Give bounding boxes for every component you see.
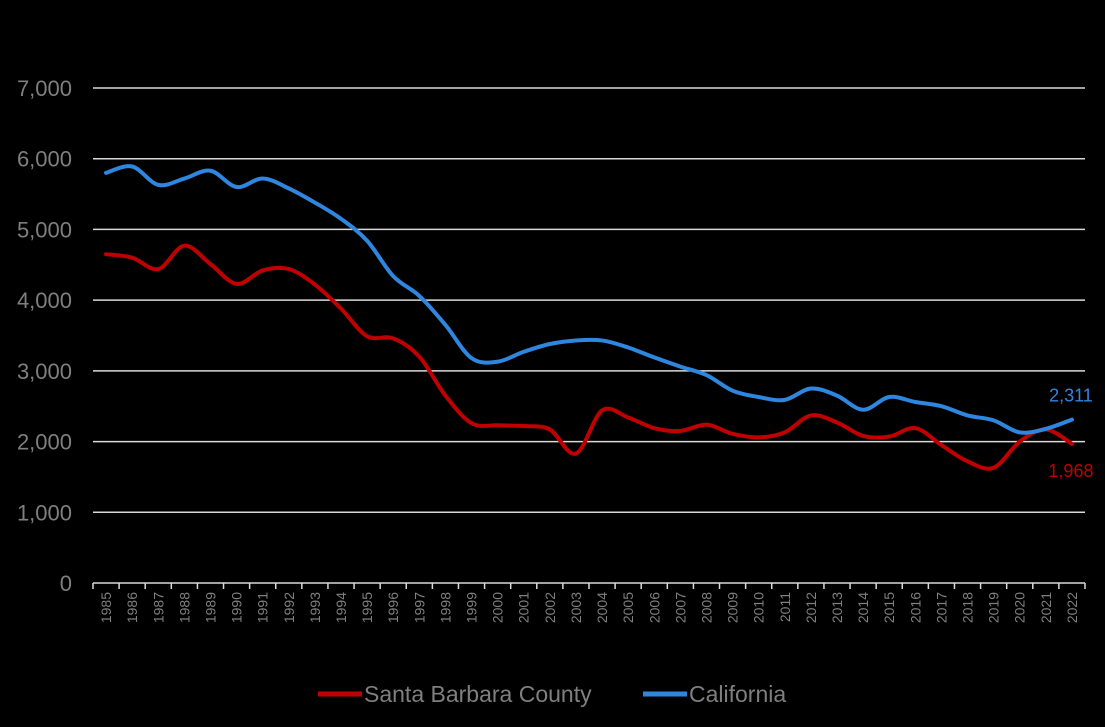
x-tick-label: 2001	[516, 592, 532, 623]
x-tick-label: 2018	[960, 592, 976, 623]
california-end-label: 2,311	[1049, 386, 1093, 406]
x-tick-label: 1990	[229, 592, 245, 623]
x-tick-label: 2010	[751, 592, 767, 623]
x-tick-label: 1985	[98, 592, 114, 623]
california-series-line	[104, 164, 1074, 435]
x-tick-label: 1998	[437, 592, 453, 623]
x-axis: 1985 1986 1987 1988 1989 1990 1991 1992 1993 1994…	[92, 582, 1086, 623]
legend: Santa Barbara County California	[318, 681, 786, 707]
x-tick-label: 1991	[255, 592, 271, 623]
x-tick-label: 1992	[281, 592, 297, 623]
legend-label-santa-barbara: Santa Barbara County	[364, 681, 592, 707]
x-tick-label: 2004	[594, 592, 610, 623]
x-tick-label: 1993	[307, 592, 323, 623]
x-tick-label: 2012	[803, 592, 819, 623]
y-tick-label: 2,000	[17, 430, 72, 455]
x-tick-label: 2014	[855, 592, 871, 623]
santa-barbara-series-line	[104, 243, 1074, 471]
y-tick-label: 3,000	[17, 359, 72, 384]
y-tick-label: 4,000	[17, 288, 72, 313]
x-tick-label: 1995	[359, 592, 375, 623]
y-tick-label: 1,000	[17, 500, 72, 525]
x-tick-label: 1989	[202, 592, 218, 623]
x-tick-label: 2005	[620, 592, 636, 623]
y-tick-label: 7,000	[17, 76, 72, 101]
x-tick-label: 2017	[933, 592, 949, 623]
x-tick-label: 2016	[907, 592, 923, 623]
y-tick-label: 5,000	[17, 217, 72, 242]
gridlines	[93, 87, 1085, 514]
y-tick-label: 6,000	[17, 147, 72, 172]
x-tick-label: 1994	[333, 592, 349, 623]
x-tick-label: 2008	[698, 592, 714, 623]
x-tick-label: 2013	[829, 592, 845, 623]
x-tick-label: 1988	[176, 592, 192, 623]
x-tick-label: 2003	[568, 592, 584, 623]
x-tick-label: 1999	[464, 592, 480, 623]
x-tick-label: 2022	[1064, 592, 1080, 623]
series-lines	[104, 164, 1074, 471]
legend-label-california: California	[689, 681, 786, 707]
x-tick-label: 2006	[646, 592, 662, 623]
x-tick-label: 1986	[124, 592, 140, 623]
x-tick-label: 1997	[411, 592, 427, 623]
x-tick-label: 2007	[672, 592, 688, 623]
x-tick-label: 1987	[150, 592, 166, 623]
santa-barbara-end-label: 1,968	[1048, 461, 1093, 481]
y-axis: 0 1,000 2,000 3,000 4,000 5,000 6,000 7,000	[17, 76, 72, 596]
y-tick-label: 0	[60, 571, 72, 596]
x-tick-label: 2002	[542, 592, 558, 623]
x-tick-label: 1996	[385, 592, 401, 623]
x-tick-label: 2021	[1038, 592, 1054, 623]
end-labels: 1,968 2,311	[1048, 386, 1093, 481]
x-tick-label: 2011	[777, 592, 793, 622]
x-tick-label: 2015	[881, 592, 897, 623]
x-tick-label: 2019	[986, 592, 1002, 623]
x-tick-label: 2020	[1012, 592, 1028, 623]
x-tick-label: 2000	[490, 592, 506, 623]
x-tick-label: 2009	[725, 592, 741, 623]
